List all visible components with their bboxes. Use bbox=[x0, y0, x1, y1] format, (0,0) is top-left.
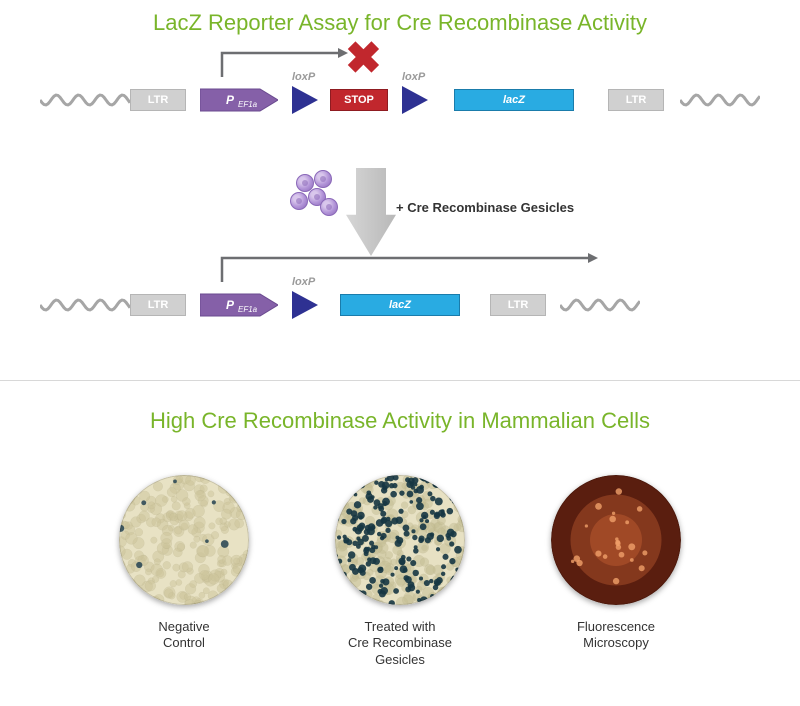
loxp-label-2-before: loxP bbox=[402, 71, 425, 83]
stop-x-icon: ✖ bbox=[345, 33, 382, 84]
image-caption-0: NegativeControl bbox=[158, 619, 209, 652]
brightfield-dense-image bbox=[335, 475, 465, 605]
bottom-title: High Cre Recombinase Activity in Mammali… bbox=[0, 408, 800, 434]
section-divider bbox=[0, 380, 800, 381]
wavy-left-before bbox=[40, 88, 130, 112]
image-row: NegativeControl Treated withCre Recombina… bbox=[0, 475, 800, 668]
image-col-0: NegativeControl bbox=[104, 475, 264, 668]
loxp-label-after: loxP bbox=[292, 276, 315, 288]
image-col-1: Treated withCre RecombinaseGesicles bbox=[320, 475, 480, 668]
wavy-left-after bbox=[40, 293, 130, 317]
wavy-right-after bbox=[560, 293, 640, 317]
stop-cassette: STOP bbox=[330, 89, 388, 111]
loxp-tri-after bbox=[292, 291, 318, 319]
loxp-label-1-before: loxP bbox=[292, 71, 315, 83]
svg-text:P: P bbox=[226, 93, 235, 107]
svg-text:EF1a: EF1a bbox=[238, 100, 258, 109]
fluorescence-image bbox=[551, 475, 681, 605]
ltr-left-after: LTR bbox=[130, 294, 186, 316]
loxp-tri-1-before bbox=[292, 86, 318, 114]
brightfield-sparse-image bbox=[119, 475, 249, 605]
ltr-left-before: LTR bbox=[130, 89, 186, 111]
lacz-before: lacZ bbox=[454, 89, 574, 111]
wavy-right-before bbox=[680, 88, 760, 112]
transcription-arrow-after bbox=[218, 252, 600, 288]
top-title: LacZ Reporter Assay for Cre Recombinase … bbox=[0, 10, 800, 36]
construct-after: LTR P EF1a loxP lacZ LTR bbox=[40, 280, 760, 330]
image-caption-2: FluorescenceMicroscopy bbox=[577, 619, 655, 652]
gesicle-icon bbox=[314, 170, 332, 188]
ltr-right-after: LTR bbox=[490, 294, 546, 316]
promoter-after: P EF1a bbox=[200, 290, 278, 320]
transcription-arrow-before bbox=[218, 47, 350, 83]
image-caption-1: Treated withCre RecombinaseGesicles bbox=[348, 619, 452, 668]
ltr-right-before: LTR bbox=[608, 89, 664, 111]
gesicle-cluster bbox=[290, 170, 340, 220]
gesicle-icon bbox=[290, 192, 308, 210]
gesicle-icon bbox=[320, 198, 338, 216]
gesicle-label: + Cre Recombinase Gesicles bbox=[396, 200, 574, 215]
loxp-tri-2-before bbox=[402, 86, 428, 114]
svg-text:EF1a: EF1a bbox=[238, 305, 258, 314]
promoter-before: P EF1a bbox=[200, 85, 278, 115]
image-col-2: FluorescenceMicroscopy bbox=[536, 475, 696, 668]
construct-before: ✖ LTR P EF1a loxP STOP loxP lacZ LTR bbox=[40, 75, 760, 125]
lacz-after: lacZ bbox=[340, 294, 460, 316]
svg-text:P: P bbox=[226, 298, 235, 312]
